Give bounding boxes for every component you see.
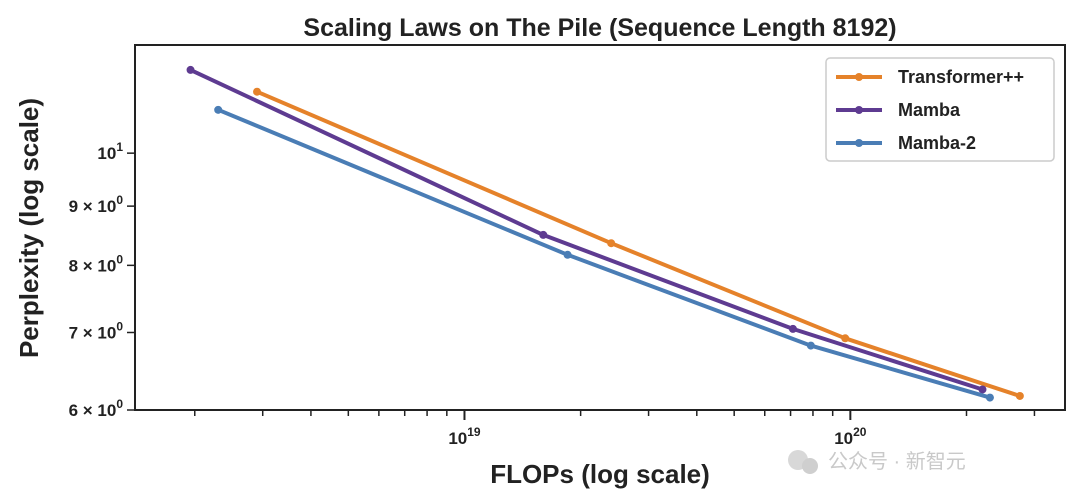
legend-marker: [855, 139, 863, 147]
legend-box: [825, 57, 1055, 162]
series-line-mamba-2: [216, 107, 992, 400]
data-point-mamba: [186, 65, 195, 74]
y-axis-ticks: 101 9 × 100 8 × 100 7 × 100 6 × 100: [69, 140, 135, 420]
series-line-transformer: [255, 89, 1022, 398]
legend: Transformer++ Mamba Mamba-2: [825, 57, 1055, 162]
x-axis-ticks: 1019 1020: [194, 410, 1036, 448]
legend-label: Transformer++: [898, 67, 1024, 87]
data-point-mamba: [788, 324, 797, 333]
y-tick-label: 101: [97, 140, 123, 163]
y-tick-label: 8 × 100: [69, 252, 124, 275]
series-transformer: [253, 87, 1024, 400]
legend-marker: [855, 106, 863, 114]
x-axis-label: FLOPs (log scale): [490, 459, 710, 489]
y-tick-label: 9 × 100: [69, 193, 124, 216]
legend-item-transformer: Transformer++: [836, 67, 1024, 87]
x-tick-label: 1020: [834, 425, 867, 448]
series-line-mamba: [188, 67, 985, 392]
legend-marker: [855, 73, 863, 81]
legend-label: Mamba: [898, 100, 961, 120]
legend-item-mamba-2: Mamba-2: [836, 133, 976, 153]
data-point-mamba: [539, 230, 548, 239]
series-mamba: [186, 65, 987, 394]
y-axis-label: Perplexity (log scale): [14, 98, 44, 358]
legend-label: Mamba-2: [898, 133, 976, 153]
watermark-text: 公众号 · 新智元: [828, 450, 966, 473]
series-mamba-2: [214, 105, 994, 402]
data-point-mamba-2: [985, 393, 994, 402]
watermark: 公众号 · 新智元: [788, 450, 966, 474]
data-point-mamba-2: [563, 250, 572, 259]
wechat-icon-secondary: [802, 458, 818, 474]
legend-item-mamba: Mamba: [836, 100, 961, 120]
plot-frame: [134, 44, 1066, 411]
data-point-mamba: [978, 385, 987, 394]
data-point-mamba-2: [806, 341, 815, 350]
series-layer: [186, 65, 1024, 402]
y-tick-label: 7 × 100: [69, 319, 124, 342]
y-tick-label: 6 × 100: [69, 397, 124, 420]
data-point-transformer: [841, 334, 850, 343]
data-point-mamba-2: [214, 105, 223, 114]
data-point-transformer: [1015, 391, 1024, 400]
chart-title: Scaling Laws on The Pile (Sequence Lengt…: [303, 14, 896, 42]
x-tick-label: 1019: [448, 425, 481, 448]
data-point-transformer: [607, 239, 616, 248]
data-point-transformer: [253, 87, 262, 96]
